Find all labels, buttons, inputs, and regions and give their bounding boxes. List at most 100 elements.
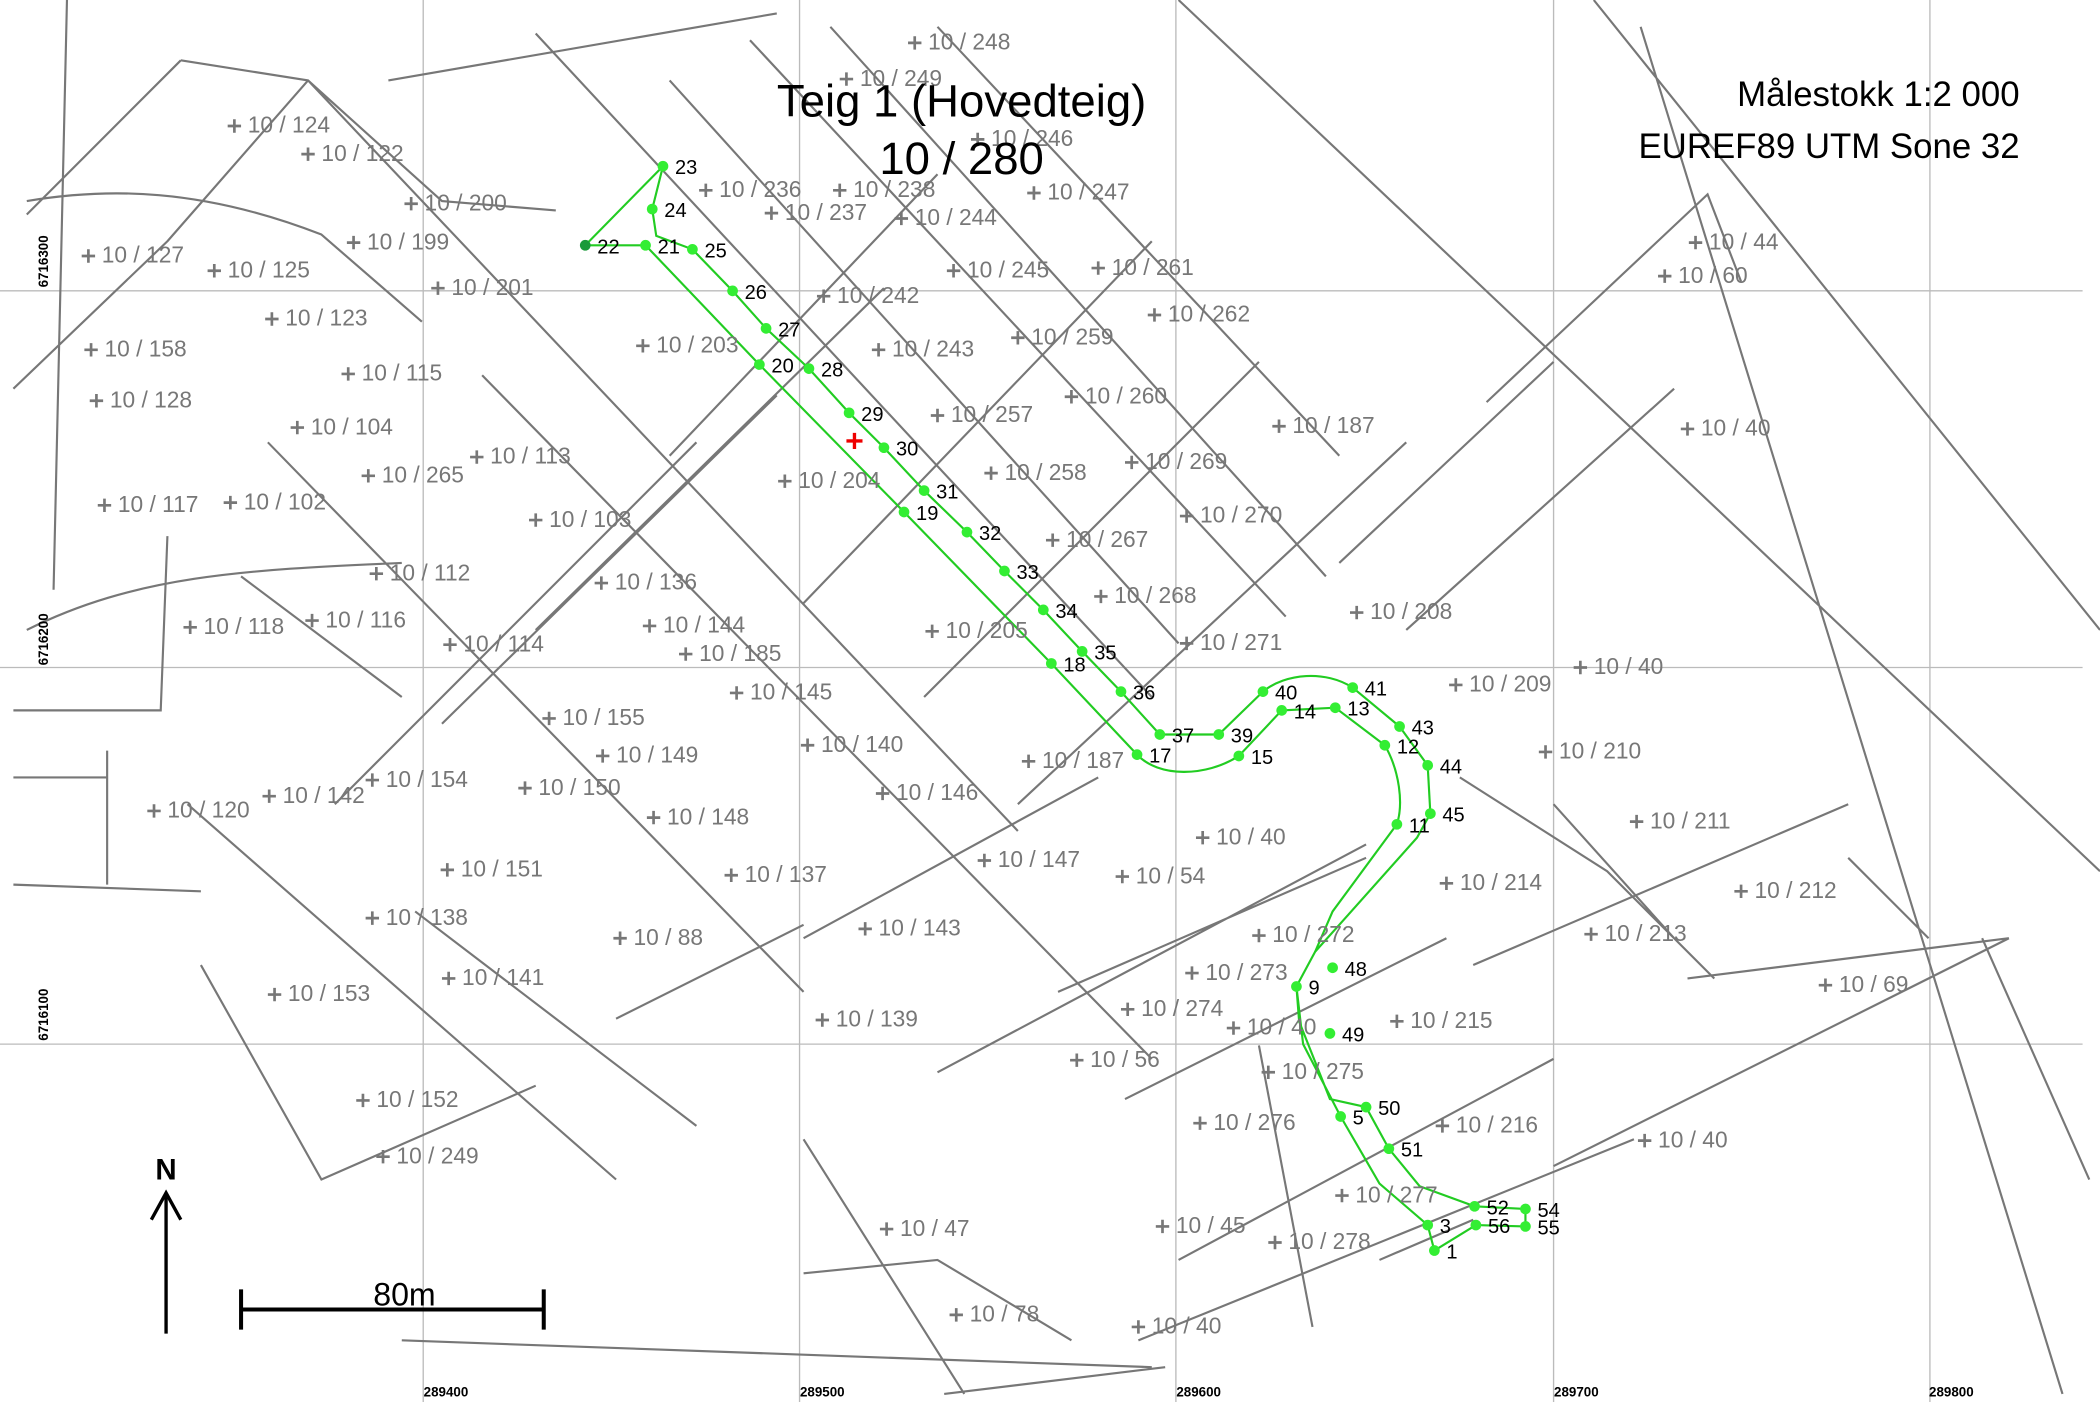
parcel-cross [262, 789, 276, 803]
boundary-point [843, 407, 855, 419]
parcel-label: 10 / 113 [490, 443, 571, 469]
parcel-cross [595, 749, 610, 763]
parcel-cross [529, 513, 543, 527]
point-label: 22 [597, 236, 619, 258]
northing-label: 6716300 [36, 235, 51, 287]
parcel-cross [646, 810, 661, 825]
parcel-cross [1045, 533, 1060, 547]
boundary-point [1324, 1028, 1336, 1039]
point-label: 9 [1308, 978, 1319, 1000]
parcel-label: 10 / 215 [1410, 1007, 1492, 1033]
parcel-label: 10 / 152 [376, 1086, 458, 1112]
parcel-cross [642, 619, 657, 633]
parcel-cross [267, 987, 282, 1002]
parcel-label: 10 / 278 [1288, 1228, 1370, 1254]
parcel-label: 10 / 138 [386, 904, 468, 930]
parcel-cross [365, 773, 380, 787]
parcel-label: 10 / 210 [1559, 738, 1641, 764]
parcel-label: 10 / 125 [228, 256, 310, 282]
parcel-label: 10 / 269 [1145, 448, 1227, 474]
parcel-cross [1350, 605, 1364, 620]
parcel-label: 10 / 120 [167, 797, 249, 823]
parcel-label: 10 / 260 [1085, 382, 1167, 408]
parcel-label: 10 / 199 [367, 228, 449, 254]
parcel-cross [183, 620, 197, 634]
parcel-cross [1193, 1116, 1207, 1130]
easting-label: 289700 [1554, 1385, 1599, 1400]
parcel-cross [290, 420, 305, 435]
parcel-cross [89, 394, 104, 408]
parcel-cross [724, 868, 738, 882]
boundary-point [1233, 750, 1245, 762]
parcel-label: 10 / 213 [1604, 920, 1686, 946]
parcel-cross [84, 343, 98, 357]
boundary-point [1335, 1111, 1346, 1122]
parcel-label: 10 / 212 [1754, 877, 1836, 903]
point-label: 25 [704, 240, 726, 262]
parcel-cross [1155, 1219, 1170, 1234]
parcel-cross [1818, 978, 1833, 992]
point-label: 29 [861, 404, 883, 426]
parcel-id: 10 / 280 [879, 133, 1044, 184]
point-label: 54 [1538, 1200, 1560, 1222]
boundary-point [760, 323, 772, 334]
boundary-point [1045, 658, 1057, 669]
parcel-cross [1680, 422, 1695, 436]
parcel-label: 10 / 275 [1282, 1058, 1364, 1084]
point-label: 44 [1440, 756, 1462, 778]
boundary-point [1470, 1219, 1482, 1231]
parcel-label: 10 / 69 [1839, 971, 1909, 997]
boundary-point [657, 160, 669, 172]
parcel-label: 10 / 54 [1136, 862, 1206, 888]
parcel-cross [1179, 509, 1194, 523]
parcel-cross [361, 469, 375, 483]
point-label: 17 [1149, 746, 1171, 768]
parcel-cross [542, 711, 556, 726]
parcel-label: 10 / 128 [110, 386, 192, 412]
parcel-cross [518, 781, 532, 795]
parcel-label: 10 / 114 [463, 630, 544, 656]
parcel-cross [858, 922, 872, 936]
boundary-point [687, 243, 698, 255]
parcel-label: 10 / 259 [1031, 323, 1113, 349]
parcel-cross [1115, 869, 1130, 884]
grid-labels: 289400 289500 289600 289700 289800 6716300 671… [36, 235, 1973, 1399]
parcel-label: 10 / 214 [1460, 869, 1542, 895]
parcel-cross [764, 206, 779, 220]
point-label: 12 [1397, 736, 1419, 758]
parcel-label: 10 / 56 [1090, 1046, 1160, 1072]
parcel-label: 10 / 136 [615, 569, 697, 595]
point-label: 48 [1345, 959, 1367, 981]
boundary-point [579, 239, 591, 251]
parcel-cross [839, 72, 854, 86]
parcel-label: 10 / 249 [396, 1142, 478, 1168]
parcel-cross [440, 863, 455, 877]
parcel-cross [97, 498, 112, 513]
parcel-label: 10 / 40 [1701, 415, 1771, 441]
parcel-label: 10 / 140 [821, 731, 903, 757]
parcel-cross [815, 1013, 830, 1027]
parcel-label: 10 / 117 [118, 491, 199, 517]
parcel-cross [875, 786, 890, 801]
easting-label: 289500 [800, 1385, 845, 1400]
parcel-label: 10 / 243 [892, 336, 974, 362]
parcel-label: 10 / 47 [900, 1215, 970, 1241]
point-label: 28 [821, 360, 843, 382]
parcel-cross [441, 971, 456, 986]
point-label: 15 [1251, 747, 1273, 769]
boundary-point [803, 363, 815, 374]
point-label: 37 [1172, 726, 1194, 748]
boundary-point [1276, 705, 1288, 716]
boundary-point [1327, 962, 1338, 974]
parcel-cross [404, 197, 418, 211]
boundary-point [646, 203, 658, 215]
boundary-point [1329, 702, 1341, 714]
parcel-cross [1091, 261, 1105, 275]
parcel-label: 10 / 60 [1678, 262, 1748, 288]
point-label: 51 [1401, 1140, 1423, 1162]
parcel-label: 10 / 143 [879, 915, 961, 941]
parcel-boundaries [12, 0, 2100, 1396]
boundary-point [1520, 1203, 1531, 1215]
